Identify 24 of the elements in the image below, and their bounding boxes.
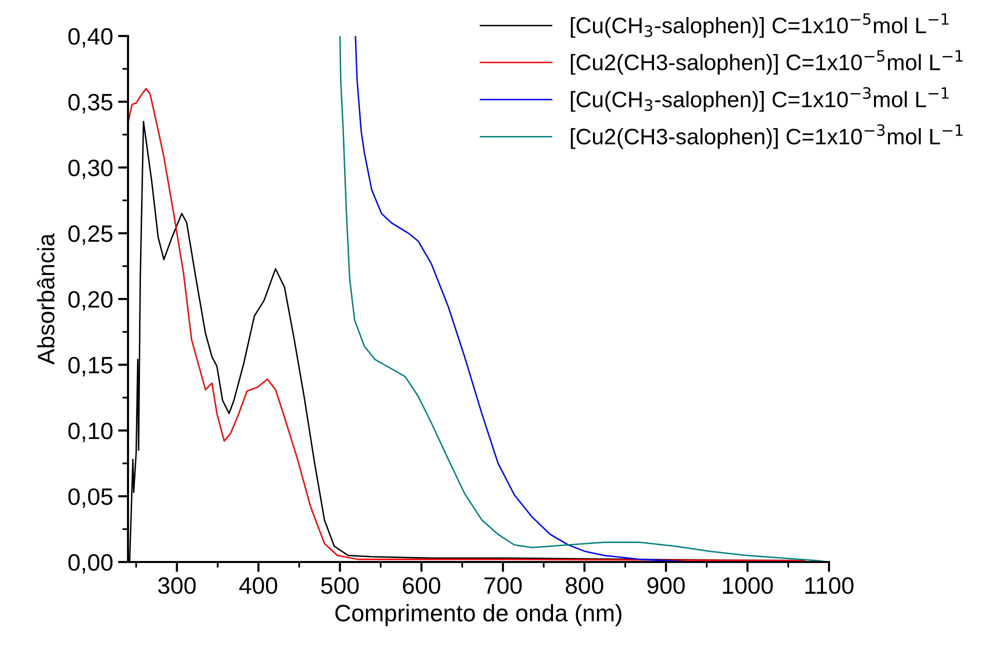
- x-tick-label: 600: [402, 577, 440, 594]
- y-tick-label: 0,20: [68, 291, 112, 311]
- legend-label: [Cu(CH$_{3}$-salophen)] C=1x10$^{−5}$mol L$^{−1}$: [570, 13, 948, 38]
- legend-label: [Cu2(CH3-salophen)] C=1x10$^{−3}$mol L$^{−1}$: [570, 124, 962, 149]
- y-tick-label: 0,05: [68, 488, 112, 508]
- x-tick-label: 800: [566, 577, 604, 594]
- y-tick-label: 0,00: [68, 554, 112, 574]
- x-tick-label: 500: [321, 577, 359, 594]
- x-tick-label: 300: [158, 577, 196, 594]
- y-tick-label: 0,15: [68, 356, 112, 376]
- y-tick-label: 0,35: [68, 94, 112, 114]
- y-tick-label: 0,10: [68, 422, 112, 442]
- legend-label: [Cu2(CH3-salophen)] C=1x10$^{−5}$mol L$^{−1}$: [570, 50, 962, 75]
- x-tick-label: 1100: [805, 577, 854, 594]
- legend-label: [Cu(CH$_{3}$-salophen)] C=1x10$^{−3}$mol L$^{−1}$: [570, 87, 948, 112]
- y-axis-title: Absorbância: [37, 233, 54, 365]
- x-tick-label: 700: [484, 577, 522, 594]
- x-tick-label: 900: [647, 577, 685, 594]
- y-tick-label: 0,40: [68, 28, 112, 48]
- x-tick-label: 1000: [723, 577, 773, 594]
- y-tick-label: 0,25: [68, 225, 112, 245]
- x-tick-label: 400: [239, 577, 278, 594]
- y-tick-label: 0,30: [68, 160, 112, 180]
- x-axis-title: Comprimento de onda (nm): [335, 604, 622, 626]
